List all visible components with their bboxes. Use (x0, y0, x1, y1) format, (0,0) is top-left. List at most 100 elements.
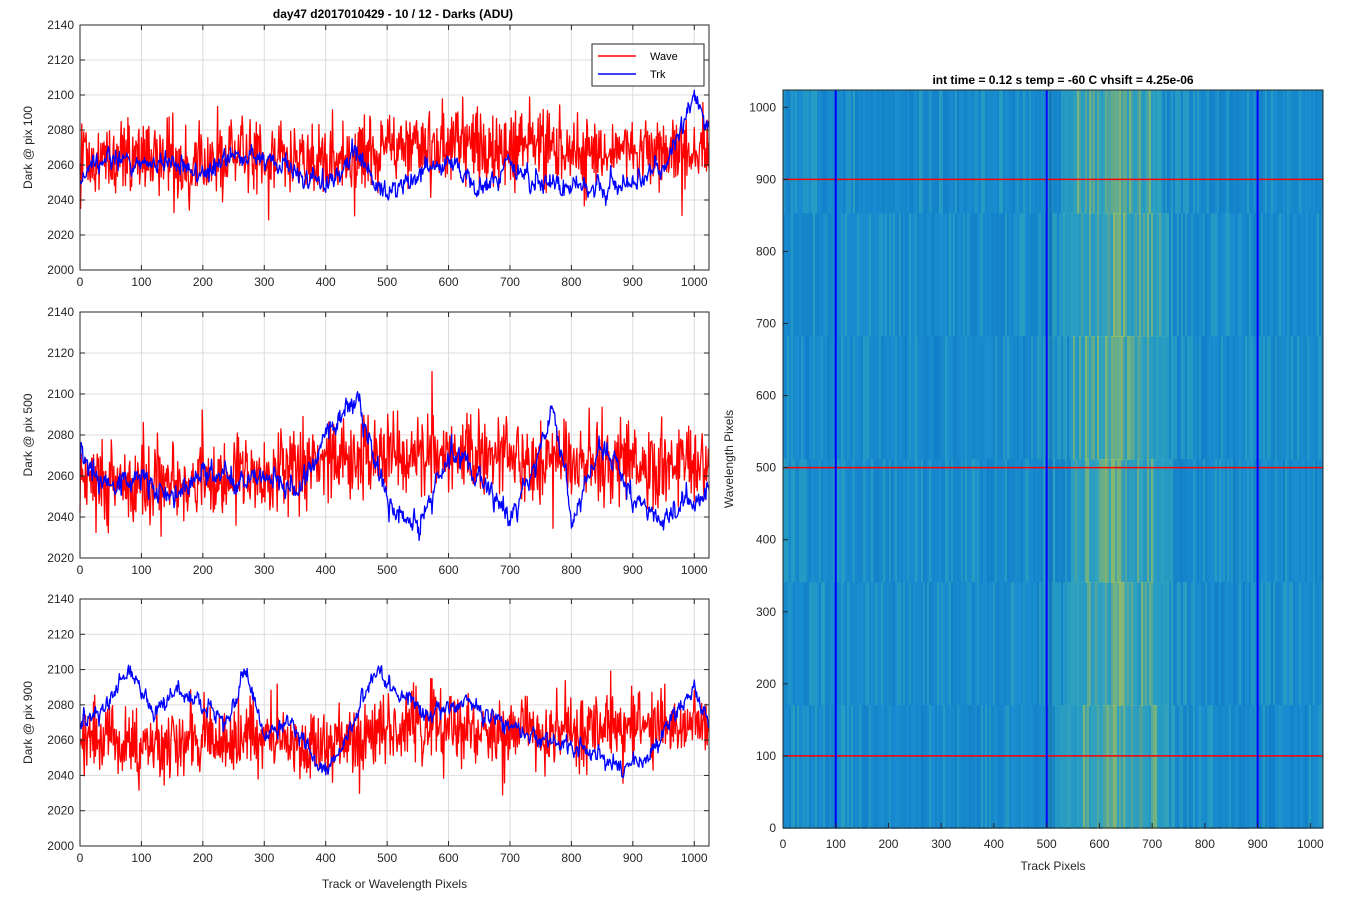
heatmap-streak (867, 459, 869, 583)
heatmap-streak (967, 459, 969, 583)
heatmap-streak (1105, 336, 1107, 460)
heatmap-streak (995, 705, 997, 829)
heatmap-streak (1187, 459, 1189, 583)
heatmap-streak (873, 90, 875, 214)
heatmap-streak (1303, 582, 1305, 706)
heatmap-streak (1065, 336, 1067, 460)
heatmap-streak (1147, 459, 1149, 583)
heatmap-streak (1181, 90, 1183, 214)
heatmap-streak (1079, 90, 1081, 214)
x-tick-label: 600 (439, 563, 459, 577)
heatmap-streak (1207, 459, 1209, 583)
heatmap-streak (1261, 213, 1263, 337)
heatmap-streak (1173, 459, 1175, 583)
heatmap-streak (933, 336, 935, 460)
heatmap-streak (1229, 90, 1231, 214)
heatmap-streak (983, 90, 985, 214)
heatmap-streak (927, 459, 929, 583)
heatmap-streak (1047, 336, 1049, 460)
heatmap-streak (937, 705, 939, 829)
heatmap-streak (1269, 582, 1271, 706)
heatmap-streak (1029, 90, 1031, 214)
heatmap-streak (1201, 459, 1203, 583)
x-tick-label: 1000 (1297, 837, 1324, 851)
y-tick-label: 2020 (47, 228, 74, 242)
heatmap-streak (973, 705, 975, 829)
heatmap-streak (1107, 582, 1109, 706)
heatmap-streak (1141, 705, 1143, 829)
heatmap-streak (991, 336, 993, 460)
heatmap-streak (1053, 459, 1055, 583)
heatmap-streak (993, 582, 995, 706)
heatmap-streak (1017, 705, 1019, 829)
heatmap-streak (863, 459, 865, 583)
heatmap-streak (1093, 705, 1095, 829)
heatmap-streak (929, 90, 931, 214)
heatmap-streak (1065, 705, 1067, 829)
heatmap-streak (931, 705, 933, 829)
heatmap-streak (1031, 459, 1033, 583)
heatmap-streak (929, 336, 931, 460)
heatmap-streak (1291, 336, 1293, 460)
heatmap-streak (873, 705, 875, 829)
heatmap-streak (1229, 705, 1231, 829)
heatmap-streak (1155, 582, 1157, 706)
heatmap-streak (807, 459, 809, 583)
heatmap-streak (791, 459, 793, 583)
heatmap-streak (1313, 213, 1315, 337)
heatmap-streak (1293, 459, 1295, 583)
heatmap-streak (953, 459, 955, 583)
heatmap-streak (1077, 90, 1079, 214)
heatmap-streak (963, 213, 965, 337)
heatmap-streak (879, 336, 881, 460)
legend-label-trk: Trk (650, 69, 666, 81)
heatmap-streak (1233, 459, 1235, 583)
heatmap-streak (1213, 336, 1215, 460)
heatmap-streak (1273, 582, 1275, 706)
heatmap-streak (1205, 459, 1207, 583)
heatmap-streak (1073, 213, 1075, 337)
heatmap-streak (979, 336, 981, 460)
heatmap-streak (811, 705, 813, 829)
heatmap-streak (1199, 459, 1201, 583)
heatmap-streak (1307, 213, 1309, 337)
heatmap-streak (1197, 213, 1199, 337)
heatmap-streak (1019, 90, 1021, 214)
heatmap-streak (841, 582, 843, 706)
heatmap-streak (1195, 582, 1197, 706)
heatmap-streak (947, 90, 949, 214)
heatmap-streak (1217, 705, 1219, 829)
heatmap-streak (1295, 582, 1297, 706)
heatmap-streak (1133, 213, 1135, 337)
heatmap-streak (1191, 459, 1193, 583)
heatmap-streak (795, 213, 797, 337)
heatmap-streak (1075, 705, 1077, 829)
heatmap-streak (997, 90, 999, 214)
heatmap-streak (1167, 336, 1169, 460)
heatmap-streak (887, 90, 889, 214)
heatmap-streak (1183, 90, 1185, 214)
heatmap-streak (963, 582, 965, 706)
heatmap-streak (1111, 213, 1113, 337)
heatmap-streak (851, 459, 853, 583)
heatmap-streak (839, 90, 841, 214)
heatmap-streak (1169, 336, 1171, 460)
heatmap-streak (1083, 705, 1085, 829)
heatmap-streak (1139, 336, 1141, 460)
heatmap-streak (839, 213, 841, 337)
heatmap-streak (961, 582, 963, 706)
heatmap-streak (831, 90, 833, 214)
heatmap-streak (979, 459, 981, 583)
heatmap-streak (1061, 213, 1063, 337)
heatmap-streak (1263, 582, 1265, 706)
y-tick-label: 500 (756, 461, 776, 475)
heatmap-streak (1019, 336, 1021, 460)
heatmap-streak (1139, 90, 1141, 214)
y-tick-label: 2060 (47, 733, 74, 747)
heatmap-streak (981, 336, 983, 460)
heatmap-streak (917, 582, 919, 706)
heatmap-streak (1213, 582, 1215, 706)
heatmap-streak (919, 90, 921, 214)
heatmap-streak (1103, 336, 1105, 460)
